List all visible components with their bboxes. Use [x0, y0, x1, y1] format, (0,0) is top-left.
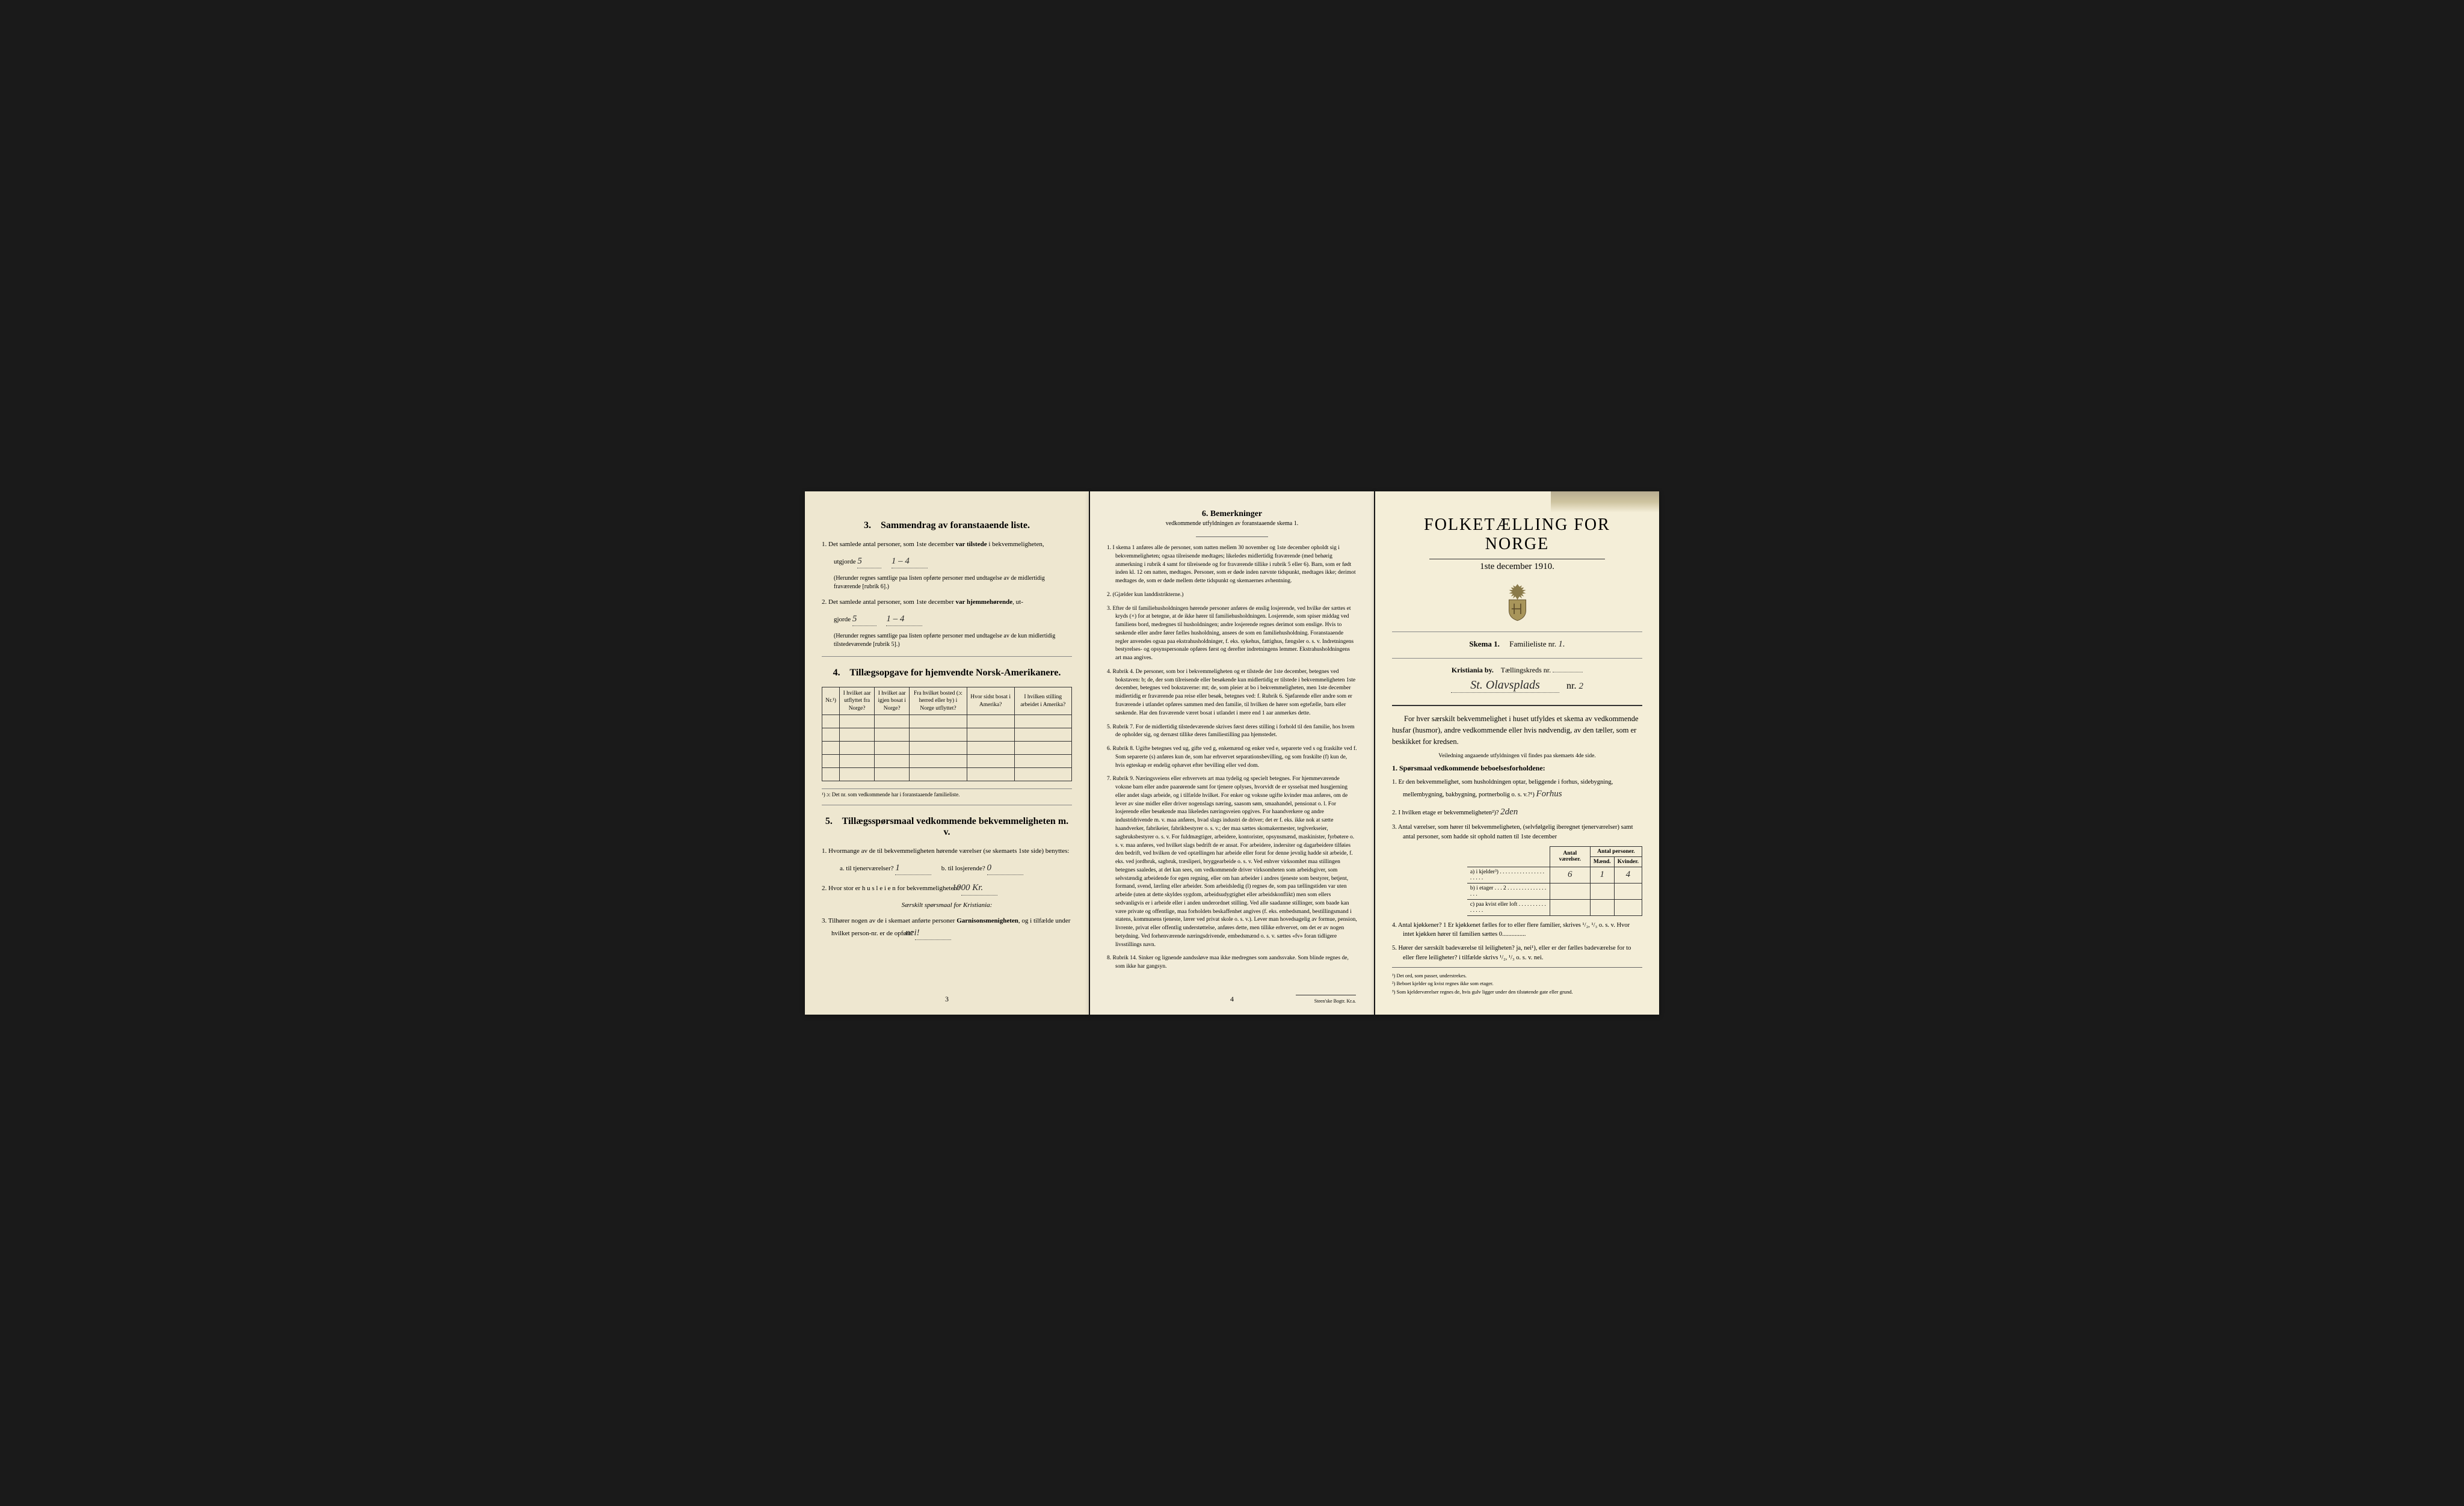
census-title: FOLKETÆLLING FOR NORGE — [1392, 515, 1642, 554]
table-row: a) i kjelder³) . . . . . . . . . . . . .… — [1467, 867, 1642, 883]
s5-q1: 1. Hvormange av de til bekvemmeligheten … — [822, 846, 1072, 856]
address-line: St. Olavsplads nr. 2 — [1392, 678, 1642, 693]
census-document: 3. Sammendrag av foranstaaende liste. 1.… — [805, 491, 1659, 1015]
skema-line: Skema 1. Familieliste nr. 1. — [1392, 639, 1642, 650]
rubrik-item: 2. (Gjælder kun landdistrikterne.) — [1107, 591, 1357, 600]
handwritten-value: nei! — [905, 928, 919, 938]
table-header: Hvor sidst bosat i Amerika? — [967, 687, 1014, 715]
table-row — [822, 755, 1072, 768]
table-header: Antal værelser. — [1550, 846, 1590, 867]
s3-note-2: (Herunder regnes samtlige paa listen opf… — [834, 632, 1072, 649]
page-3: 3. Sammendrag av foranstaaende liste. 1.… — [805, 491, 1089, 1015]
table-row — [822, 742, 1072, 755]
table-row — [822, 768, 1072, 781]
table-header: Mænd. — [1590, 856, 1614, 867]
q1-2: 2. I hvilken etage er bekvemmeligheten²)… — [1392, 805, 1642, 819]
handwritten-value: 1 – 4 — [886, 614, 904, 624]
q1-3: 3. Antal værelser, som hører til bekvemm… — [1392, 823, 1642, 842]
q1-4: 4. Antal kjøkkener? 1 Er kjøkkenet fælle… — [1392, 921, 1642, 940]
coat-of-arms-icon — [1501, 583, 1534, 622]
handwritten-value: 1 — [895, 863, 900, 873]
handwritten-value: Forhus — [1536, 789, 1562, 799]
section-3-title: 3. Sammendrag av foranstaaende liste. — [822, 520, 1072, 531]
rubrik-item: 5. Rubrik 7. For de midlertidig tilstede… — [1107, 724, 1357, 740]
handwritten-value: 1. — [1558, 639, 1565, 649]
s4-footnote: ¹) ɔ: Det nr. som vedkommende har i fora… — [822, 788, 1072, 798]
table-row — [822, 728, 1072, 742]
bemerkninger-list: 1. I skema 1 anføres alle de personer, s… — [1107, 544, 1357, 971]
rubrik-item: 3. Efter de til familiehusholdningen hør… — [1107, 605, 1357, 663]
handwritten-address: St. Olavsplads — [1470, 678, 1540, 692]
handwritten-value: 2 — [1578, 681, 1583, 691]
handwritten-value: 2den — [1500, 807, 1518, 817]
intro-paragraph: For hver særskilt bekvemmelighet i huset… — [1392, 713, 1642, 747]
s3-note-1: (Herunder regnes samtlige paa listen opf… — [834, 574, 1072, 591]
rooms-table: Antal værelser. Antal personer. Mænd. Kv… — [1467, 846, 1642, 916]
footnotes: ¹) Det ord, som passer, understrekes. ²)… — [1392, 973, 1642, 997]
table-row — [822, 715, 1072, 728]
rubrik-item: 1. I skema 1 anføres alle de personer, s… — [1107, 544, 1357, 586]
page-number: 3 — [945, 995, 949, 1004]
handwritten-value: 0 — [987, 863, 992, 873]
s5-q1-ab: a. til tjenerværelser? 1 b. til losjeren… — [840, 861, 1072, 876]
table-row: b) i etager . . . 2 . . . . . . . . . . … — [1467, 883, 1642, 899]
table-header: Antal personer. — [1590, 846, 1642, 856]
question-1-title: 1. Spørsmaal vedkommende beboelsesforhol… — [1392, 764, 1642, 773]
page-1-cover: FOLKETÆLLING FOR NORGE 1ste december 191… — [1375, 491, 1659, 1015]
rubrik-item: 7. Rubrik 9. Næringsveiens eller erhverv… — [1107, 775, 1357, 949]
footnote-1: ¹) Det ord, som passer, understrekes. — [1392, 973, 1642, 980]
rubrik-item: 6. Rubrik 8. Ugifte betegnes ved ug, gif… — [1107, 745, 1357, 770]
q1-1: 1. Er den bekvemmelighet, som husholdnin… — [1392, 778, 1642, 801]
s3-item-2: 2. Det samlede antal personer, som 1ste … — [822, 597, 1072, 607]
page-number: 4 — [1230, 995, 1234, 1004]
handwritten-value: 1 – 4 — [892, 556, 910, 566]
census-date: 1ste december 1910. — [1392, 562, 1642, 572]
table-header: Kvinder. — [1614, 856, 1642, 867]
rubrik-item: 8. Rubrik 14. Sinker og lignende aandssl… — [1107, 954, 1357, 971]
section-4-title: 4. Tillægsopgave for hjemvendte Norsk-Am… — [822, 668, 1072, 678]
s3-gjorde-2: gjorde 5 1 – 4 — [834, 612, 1072, 627]
handwritten-value: 1000 Kr. — [952, 883, 983, 893]
table-header: I hvilket aar utflyttet fra Norge? — [840, 687, 875, 715]
table-header: Nr.¹) — [822, 687, 840, 715]
s3-utgjorde-1: utgjorde 5 1 – 4 — [834, 555, 1072, 569]
printer-credit: Steen'ske Bogtr. Kr.a. — [1314, 998, 1356, 1004]
table-header: I hvilken stilling arbeidet i Amerika? — [1014, 687, 1071, 715]
guidance-note: Veiledning angaaende utfyldningen vil fi… — [1392, 753, 1642, 759]
section-5-title: 5. Tillægsspørsmaal vedkommende bekvemme… — [822, 816, 1072, 838]
s5-q3: 3. Tilhører nogen av de i skemaet anført… — [822, 916, 1072, 940]
page-4: 6. Bemerkninger vedkommende utfyldningen… — [1090, 491, 1374, 1015]
handwritten-value: 5 — [857, 556, 862, 566]
norsk-amerikaner-table: Nr.¹) I hvilket aar utflyttet fra Norge?… — [822, 687, 1072, 781]
s3-item-1: 1. Det samlede antal personer, som 1ste … — [822, 539, 1072, 550]
section-6-heading: 6. Bemerkninger vedkommende utfyldningen… — [1107, 509, 1357, 527]
table-header: I hvilket aar igjen bosat i Norge? — [875, 687, 910, 715]
table-header: Fra hvilket bosted (ɔ: herred eller by) … — [910, 687, 967, 715]
city-line: Kristiania by. Tællingskreds nr. — [1392, 666, 1642, 675]
footnote-3: ³) Som kjelderværelser regnes de, hvis g… — [1392, 989, 1642, 996]
table-row: c) paa kvist eller loft . . . . . . . . … — [1467, 899, 1642, 915]
s5-q2: 2. Hvor stor er h u s l e i e n for bekv… — [822, 881, 1072, 896]
q1-5: 5. Hører der særskilt badeværelse til le… — [1392, 944, 1642, 963]
s5-special-note: Særskilt spørsmaal for Kristiania: — [822, 900, 1072, 911]
footnote-2: ²) Beboet kjelder og kvist regnes ikke s… — [1392, 980, 1642, 988]
handwritten-value: 5 — [852, 614, 857, 624]
rubrik-item: 4. Rubrik 4. De personer, som bor i bekv… — [1107, 668, 1357, 718]
